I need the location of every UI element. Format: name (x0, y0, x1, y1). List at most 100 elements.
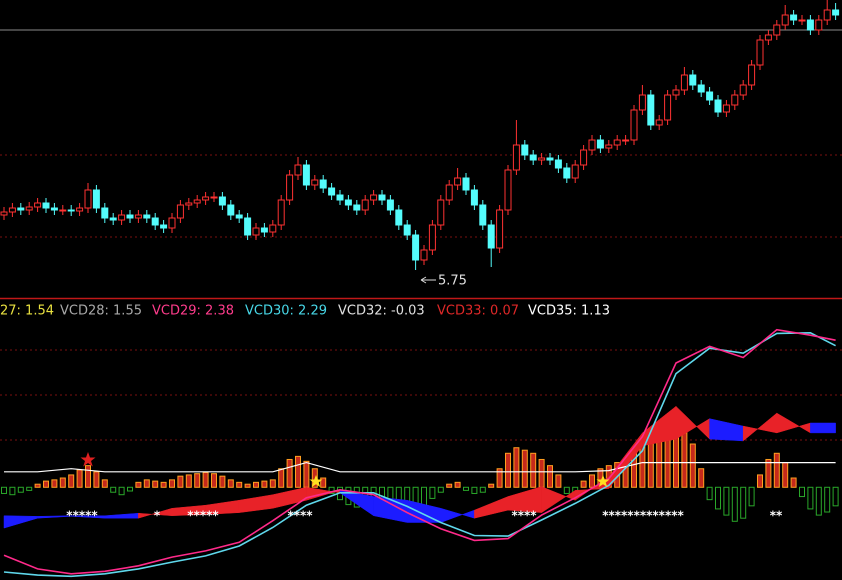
candle-body (109, 217, 117, 221)
histogram-bar (479, 486, 486, 493)
candle-body (42, 202, 50, 209)
indicator-legend: VCD32: -0.03 (338, 304, 425, 319)
histogram-bar (488, 483, 495, 488)
signal-stars: **** (287, 509, 313, 523)
histogram-bar (513, 447, 520, 488)
histogram-bar (101, 479, 108, 488)
histogram-bar (227, 479, 234, 488)
candle-body (580, 149, 588, 166)
candle-body (412, 234, 420, 261)
candle-body (168, 217, 176, 229)
candle-body (302, 164, 310, 186)
candle-body (512, 144, 520, 171)
candle-body (798, 19, 806, 22)
histogram-bar (757, 474, 763, 488)
histogram-bar (202, 471, 209, 488)
candle-body (92, 189, 100, 209)
histogram-bar (143, 479, 150, 488)
candle-body (748, 64, 756, 86)
price-panel: 27: 1.54 VCD28: 1.55 VCD29: 2.38 VCD30: 2.2… (0, 0, 840, 319)
histogram-bar (589, 474, 595, 488)
candle-body (428, 224, 436, 251)
candle-body (269, 224, 277, 233)
histogram-bar (286, 458, 293, 488)
indicator-legend: VCD33: 0.07 (437, 304, 519, 319)
candle-body (151, 217, 159, 226)
histogram-bar (547, 465, 553, 488)
candle-body (118, 214, 126, 221)
histogram-bar (26, 486, 33, 491)
candle-body (571, 164, 579, 179)
histogram-bar (152, 480, 159, 488)
candle-body (25, 206, 33, 211)
candle-body (210, 196, 218, 199)
candle-body (202, 196, 210, 201)
candle-body (59, 209, 67, 212)
candle-body (487, 224, 495, 249)
histogram-bar (429, 486, 436, 499)
histogram-bar (765, 458, 772, 488)
candle-body (252, 227, 260, 236)
histogram-bar (681, 432, 688, 488)
signal-star (80, 452, 96, 467)
candle-body (50, 207, 58, 211)
histogram-bar (135, 481, 142, 488)
histogram-bar (740, 486, 747, 519)
histogram-bar (807, 486, 814, 510)
candle-body (286, 174, 294, 201)
histogram-bar (689, 443, 696, 488)
candle-body (731, 94, 739, 106)
candle-body (781, 14, 789, 26)
candle-body (773, 24, 781, 36)
histogram-bar (748, 486, 755, 507)
candle-body (0, 211, 8, 216)
signal-star (596, 475, 610, 487)
histogram-bar (194, 473, 201, 488)
candle-body (739, 84, 747, 96)
candle-body (479, 204, 487, 226)
histogram-bar (118, 486, 125, 496)
indicator-line (3, 328, 836, 575)
candle-body (353, 204, 361, 211)
candle-body (605, 144, 613, 149)
candle-body (504, 169, 512, 211)
histogram-bar (773, 452, 780, 488)
histogram-bar (706, 486, 713, 501)
histogram-bar (446, 483, 453, 488)
signal-stars: ***** (187, 509, 219, 523)
candle-body (126, 214, 134, 219)
indicator-panel: ***** * ***** **** **** ************* ** (1, 328, 839, 578)
candle-body (714, 99, 722, 113)
candle-body (84, 189, 92, 209)
histogram-bar (110, 486, 117, 493)
histogram-bar (303, 460, 310, 488)
candle-body (554, 159, 562, 169)
candle-body (185, 202, 193, 206)
histogram-bar (76, 469, 83, 488)
candle-body (563, 167, 571, 179)
candle-body (806, 19, 814, 31)
candle-body (67, 209, 75, 212)
indicator-legend: 27: 1.54 (0, 304, 54, 319)
histogram-bar (538, 458, 545, 488)
candle-body (260, 227, 268, 233)
candle-body (277, 199, 285, 226)
histogram-bar (17, 486, 24, 493)
histogram-bar (236, 481, 243, 488)
candle-body (311, 179, 319, 186)
histogram-bar (261, 480, 268, 488)
candle-body (529, 154, 537, 161)
candle-body (680, 74, 688, 91)
histogram-bar (278, 468, 285, 488)
candle-body (143, 214, 151, 219)
candle-body (378, 194, 386, 201)
histogram-bar (723, 486, 730, 516)
candle-body (588, 139, 596, 151)
candle-body (386, 199, 394, 211)
histogram-bar (59, 477, 66, 488)
signal-stars: ** (770, 509, 783, 523)
candle-body (815, 19, 823, 31)
candle-body (538, 157, 546, 161)
candle-body (319, 179, 327, 189)
